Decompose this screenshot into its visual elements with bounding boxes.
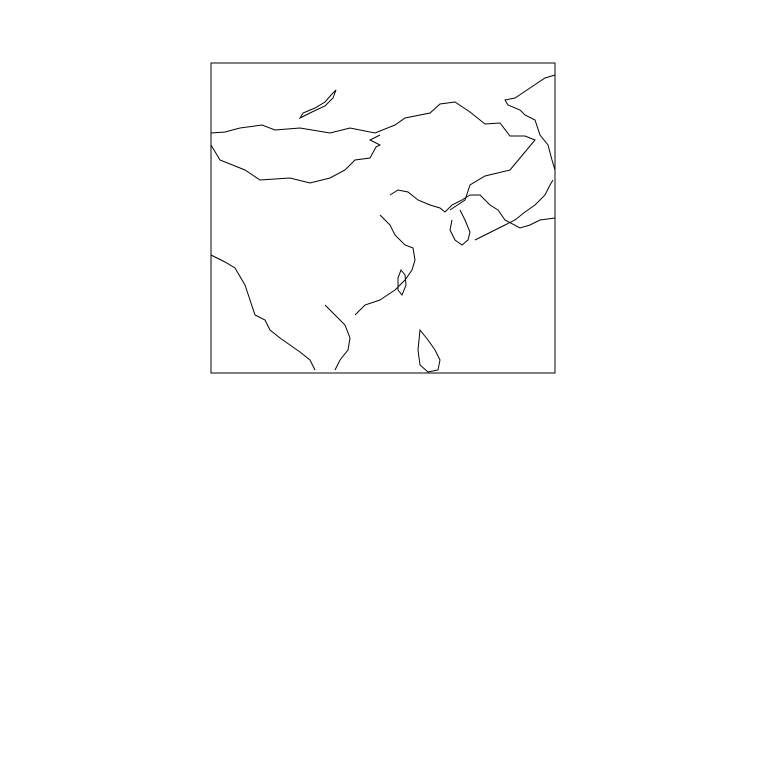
coastline-vietnam [324, 304, 351, 371]
coastline-korea [449, 209, 471, 246]
coastline-mongolia-south [210, 134, 382, 184]
coastline-russia-far-east [504, 74, 556, 171]
coastline-indochina [210, 254, 316, 371]
coastline-china-east [354, 214, 416, 316]
lake-baikal [298, 89, 337, 120]
coastline-korea-china [389, 189, 556, 229]
coastline-taiwan [397, 269, 407, 296]
coastline-philippines [417, 328, 441, 373]
map-panel [210, 62, 556, 374]
map-coastlines [210, 74, 556, 373]
coastline-mongolia-border [210, 101, 536, 211]
coastline-japan [474, 179, 554, 241]
